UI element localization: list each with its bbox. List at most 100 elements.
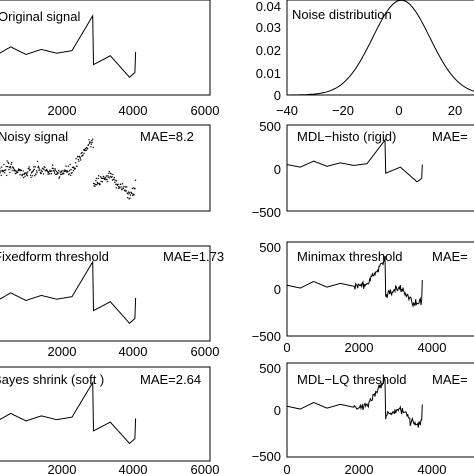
noisy-sample-point [69,170,71,172]
series-layer [286,256,423,309]
noisy-sample-point [51,170,53,172]
noisy-sample-point [33,168,35,171]
noisy-sample-point [130,191,132,194]
noisy-sample-point [25,174,28,176]
noisy-sample-point [28,167,30,170]
noisy-sample-point [133,194,135,196]
noisy-sample-point [91,140,93,142]
noisy-sample-point [63,173,65,175]
noisy-sample-point [50,173,52,175]
noisy-sample-point [77,158,80,161]
noisy-sample-point [131,187,133,190]
noisy-sample-point [134,187,136,190]
gaussian-curve [287,0,474,96]
noisy-sample-point [88,142,91,144]
noisy-sample-point [119,187,121,189]
noisy-sample-point [115,183,117,185]
noisy-sample-point [134,179,137,181]
noisy-sample-point [91,141,93,144]
noisy-sample-point [21,175,23,177]
noisy-sample-point [75,158,77,160]
y-tick-label: −500 [252,449,281,464]
noisy-sample-point [5,165,7,168]
noisy-sample-point [6,165,9,168]
noisy-sample-point [40,169,43,171]
noisy-sample-point [123,185,125,188]
noisy-sample-point [0,172,1,174]
y-tick-label: 0.01 [256,66,281,81]
noisy-sample-point [34,166,36,168]
noisy-sample-point [28,166,30,168]
signal-trace [286,376,423,428]
x-tick-label: 4000 [119,103,148,118]
x-tick-label: 6000 [191,103,220,118]
noisy-sample-point [9,171,11,174]
noisy-sample-point [32,170,34,173]
panel-mdl-lq-threshold: MDL−LQ threshold MAE= 500 0 −500 0 2000 … [252,361,474,474]
noisy-sample-point [0,166,3,168]
noisy-sample-point [115,180,118,182]
noisy-sample-point [86,148,89,150]
mae-label: MAE=1.73 [163,249,224,264]
noisy-sample-point [72,169,75,172]
series-layer [0,138,137,200]
noisy-sample-point [80,159,82,161]
noisy-sample-point [41,170,43,173]
noisy-sample-point [23,176,25,179]
noisy-sample-point [18,170,20,172]
panel-bayes-shrink: Bayes shrink (soft ) MAE=2.64 2000 4000 … [0,366,219,474]
series-layer [286,376,423,428]
y-tick-label: 0 [274,403,281,418]
noisy-sample-point [48,170,50,173]
noisy-sample-point [65,165,67,167]
noisy-sample-point [5,169,7,171]
noisy-sample-point [54,168,56,170]
noisy-sample-point [78,160,80,162]
noisy-sample-point [94,185,96,187]
noisy-sample-point [3,163,5,166]
noisy-sample-point [39,169,41,171]
noisy-sample-point [59,173,62,176]
x-tick-label: 0 [283,340,290,355]
noisy-sample-point [103,176,105,178]
noisy-sample-point [69,174,72,177]
panel-title: Bayes shrink (soft ) [0,372,104,387]
noisy-sample-point [37,166,39,169]
noisy-sample-point [95,180,97,182]
x-tick-label: 20 [448,103,462,118]
x-tick-label: 4000 [418,462,447,474]
noisy-sample-point [128,192,131,194]
noisy-sample-point [89,141,92,143]
noisy-sample-point [47,173,49,175]
panel-title: Original signal [0,9,80,24]
noisy-sample-point [131,192,133,195]
noisy-sample-point [124,189,126,191]
noisy-sample-point [55,170,58,173]
noisy-sample-point [79,156,81,158]
noisy-sample-point [0,170,2,172]
mae-label: MAE= [432,129,468,144]
noisy-sample-point [0,174,2,177]
x-tick-label: −20 [332,103,354,118]
noisy-sample-point [99,183,101,185]
noisy-sample-point [77,155,79,158]
noisy-sample-point [69,163,71,166]
noisy-sample-point [94,183,97,186]
noisy-sample-point [9,166,12,168]
x-tick-label: 2000 [345,340,374,355]
noisy-sample-point [97,177,99,180]
noisy-sample-point [35,173,37,176]
noisy-sample-point [46,171,49,173]
noisy-sample-point [84,147,87,150]
noisy-sample-point [88,139,90,141]
noisy-sample-point [10,163,12,166]
noisy-sample-point [7,161,9,163]
panel-title: Noisy signal [0,129,68,144]
noisy-sample-point [132,187,135,189]
noisy-sample-point [108,172,110,174]
plot-frame [286,241,474,337]
panel-noise-distribution: Noise distribution 0.04 0.03 0.02 0.01 0… [256,0,474,118]
x-tick-label: 2000 [48,462,77,474]
series-layer [0,14,137,79]
